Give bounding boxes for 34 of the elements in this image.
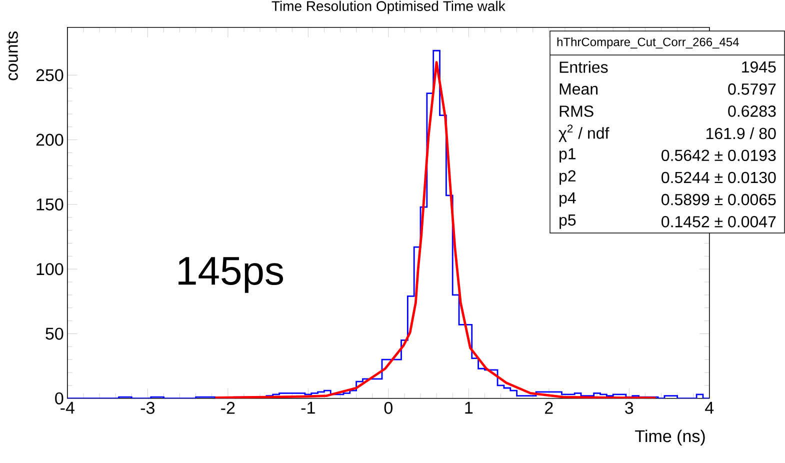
chart-title: Time Resolution Optimised Time walk: [272, 0, 506, 14]
annotation: p2: [560, 170, 576, 185]
x-tick-label: 4: [705, 402, 714, 414]
y-tick-label: 150: [36, 198, 64, 210]
x-tick-label: 3: [625, 402, 634, 414]
annotation: 145ps: [178, 257, 284, 293]
y-tick-label: 200: [36, 134, 64, 146]
annotation: 161.9 / 80: [706, 127, 776, 140]
y-tick-label: 100: [36, 263, 64, 276]
annotation: p5: [560, 214, 576, 229]
y-axis-title: counts: [6, 32, 18, 80]
annotation: 0.5642 ± 0.0193: [662, 150, 776, 162]
x-tick-label: 1: [465, 402, 473, 414]
annotation: 0.5244 ± 0.0130: [662, 172, 776, 184]
x-tick-label: 0: [384, 402, 392, 414]
annotation: 0.1452 ± 0.0047: [662, 216, 776, 228]
x-tick-label: -1: [301, 402, 315, 414]
annotation: χ$^{2}$ / ndf: [558, 124, 610, 142]
y-tick-label: 250: [36, 69, 64, 82]
annotation: p4: [560, 192, 576, 207]
text: 1945: [742, 61, 776, 73]
x-tick-label: 2: [545, 402, 553, 414]
annotation: 0.5899 ± 0.0065: [662, 194, 776, 206]
text: 0.5797: [728, 83, 776, 95]
annotation: RMS: [560, 106, 594, 117]
annotation: Entries: [560, 61, 608, 73]
x-axis-title: Time (ns): [635, 430, 705, 446]
annotation: Mean: [560, 84, 598, 95]
x-tick-label: -3: [140, 402, 154, 414]
x-tick-label: -2: [221, 402, 235, 414]
text: 0.6283: [728, 106, 776, 117]
annotation: p1: [560, 148, 576, 163]
y-tick-label: 50: [46, 328, 64, 340]
annotation: hThrCompare_Cut_Corr_266_454: [557, 37, 739, 49]
